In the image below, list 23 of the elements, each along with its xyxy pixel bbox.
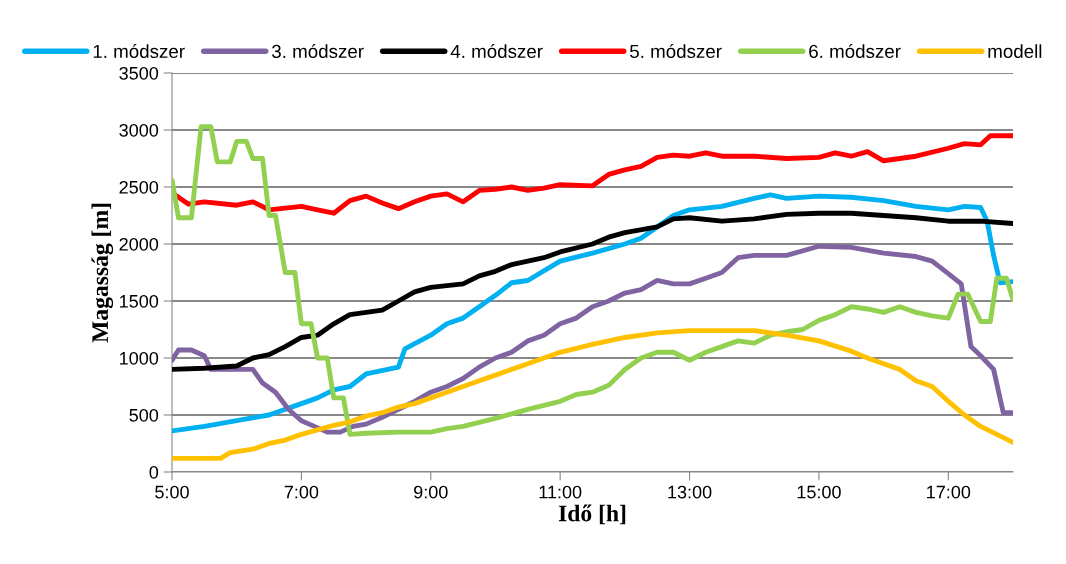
y-tick-label: 1500	[120, 294, 159, 308]
y-tick-label: 500	[129, 408, 159, 422]
x-tick-label: 13:00	[668, 485, 712, 499]
legend-label: 5. módszer	[630, 44, 722, 59]
x-tick-label: 15:00	[797, 485, 841, 499]
legend-label: 6. módszer	[809, 44, 901, 59]
y-tick-label: 3500	[119, 66, 159, 80]
y-axis-title: Magasság [m]	[91, 203, 114, 343]
y-tick-label: 2000	[119, 237, 159, 251]
y-tick-label: 1000	[120, 351, 159, 365]
legend-label: modell	[988, 44, 1042, 59]
x-axis-title: Idő [h]	[558, 504, 626, 525]
legend-label: 3. módszer	[272, 44, 364, 59]
y-tick-label: 3000	[119, 123, 159, 137]
x-tick-label: 17:00	[927, 485, 971, 499]
x-tick-label: 9:00	[414, 485, 448, 499]
legend-label: 4. módszer	[450, 44, 543, 59]
legend-label: 1. módszer	[93, 44, 185, 59]
x-tick-label: 7:00	[284, 485, 319, 499]
y-tick-label: 2500	[119, 180, 159, 194]
x-tick-label: 11:00	[539, 485, 582, 499]
x-tick-label: 5:00	[155, 485, 189, 499]
y-tick-label: 0	[149, 465, 159, 479]
